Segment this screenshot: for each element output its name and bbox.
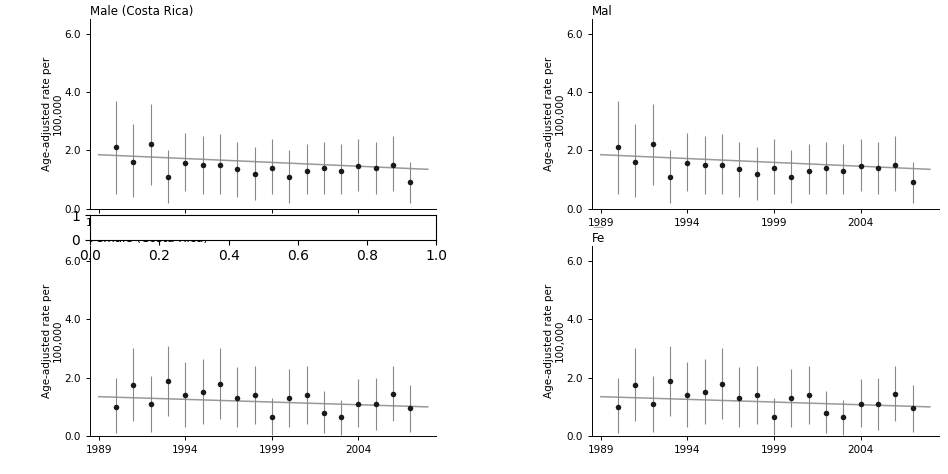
Text: Fe: Fe <box>592 232 606 245</box>
Text: —: — <box>592 222 603 233</box>
Y-axis label: Age-adjusted rate per
100,000: Age-adjusted rate per 100,000 <box>544 284 565 398</box>
Y-axis label: Age-adjusted rate per
100,000: Age-adjusted rate per 100,000 <box>42 284 64 398</box>
Text: Male (Costa Rica): Male (Costa Rica) <box>90 5 193 18</box>
Text: Mal: Mal <box>592 5 613 18</box>
Y-axis label: Age-adjusted rate per
100,000: Age-adjusted rate per 100,000 <box>42 57 64 171</box>
Legend: Incidence trend*, Standardized incidence rate: Incidence trend*, Standardized incidence… <box>95 219 372 237</box>
Y-axis label: Age-adjusted rate per
100,000: Age-adjusted rate per 100,000 <box>544 57 565 171</box>
Text: Female (Costa Rica): Female (Costa Rica) <box>90 232 208 245</box>
